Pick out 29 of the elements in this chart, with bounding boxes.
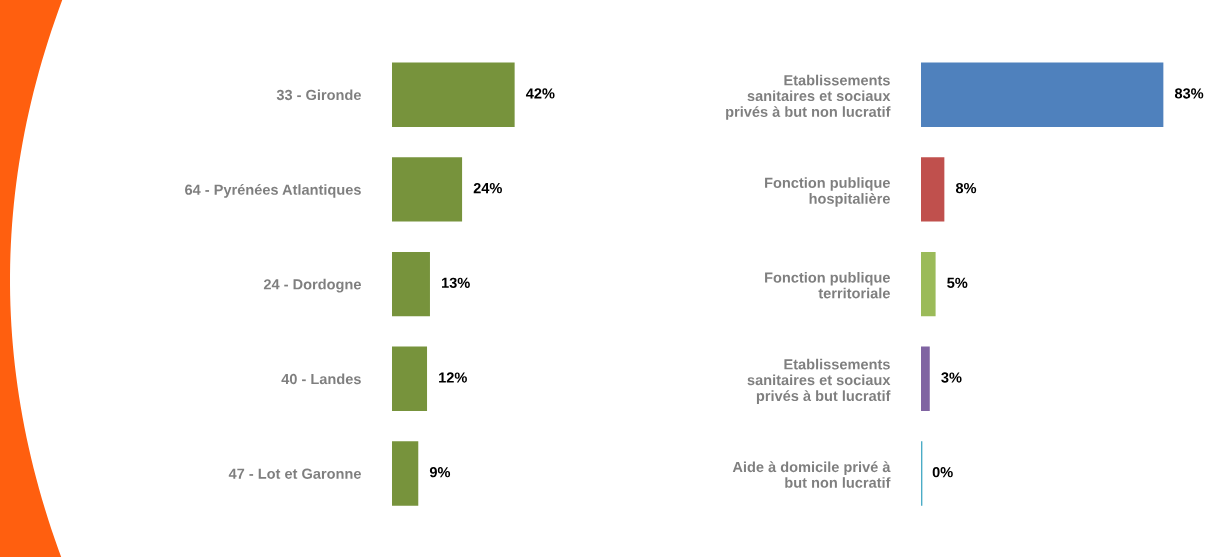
y-tick-label: 40 - Landes xyxy=(281,373,361,385)
y-tick-label: Etablissements sanitaires et sociaux privés à but non lucratif xyxy=(726,74,891,120)
bar xyxy=(392,157,463,222)
data-label: 9% xyxy=(429,467,451,478)
y-tick-label: 64 - Pyrénées Atlantiques xyxy=(185,184,361,198)
y-tick-label: Fonction publique territoriale xyxy=(765,271,890,299)
bar xyxy=(921,157,945,222)
bar xyxy=(392,441,419,506)
bar xyxy=(392,62,515,127)
y-tick-label: Fonction publique hospitalière xyxy=(765,177,890,207)
bar xyxy=(921,346,930,411)
y-tick-label: Aide à domicile privé à but non lucratif xyxy=(732,461,891,488)
bar xyxy=(921,62,1164,127)
data-label: 5% xyxy=(947,277,968,288)
data-label: 3% xyxy=(941,372,962,383)
data-label: 8% xyxy=(955,182,977,194)
data-label: 13% xyxy=(441,277,470,289)
y-tick-label: 47 - Lot et Garonne xyxy=(228,468,361,479)
data-label: 12% xyxy=(439,372,467,383)
bar xyxy=(392,346,428,411)
data-label: 83% xyxy=(1174,88,1204,99)
data-label: 24% xyxy=(473,182,502,194)
data-label: 0% xyxy=(932,467,953,478)
y-tick-label: 24 - Dordogne xyxy=(263,278,361,293)
bar xyxy=(392,251,430,317)
bar xyxy=(921,251,936,317)
y-tick-label: Etablissements sanitaires et sociaux privés à but lucratif xyxy=(747,358,891,404)
y-tick-label: 33 - Gironde xyxy=(276,89,361,101)
data-label: 42% xyxy=(525,88,555,99)
